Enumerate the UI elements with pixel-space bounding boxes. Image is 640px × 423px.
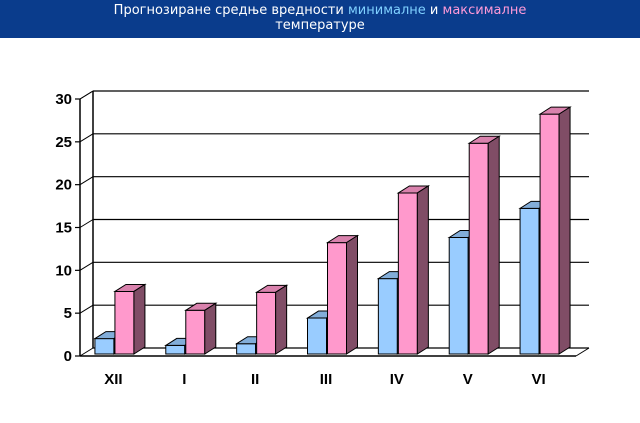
gridline-side (79, 347, 94, 357)
gridline-side (79, 304, 94, 314)
x-tick-labels: XII I II III IV V VI (104, 371, 545, 388)
bar-side (416, 185, 429, 355)
bar-front (185, 309, 206, 355)
title-and-word: и (425, 3, 443, 18)
gridline-side (79, 176, 94, 186)
gridline-side (79, 219, 94, 228)
bar-side (133, 283, 146, 355)
title-max-word: максималне (442, 3, 527, 18)
bar-max (396, 185, 431, 355)
y-tick-label: 10 (55, 262, 72, 279)
y-tick-label: 15 (55, 220, 72, 237)
bar-front (256, 291, 277, 355)
x-tick-label: XII (104, 371, 122, 388)
x-tick-label: III (320, 371, 333, 388)
bar-front (236, 343, 257, 355)
bar-front (468, 142, 489, 355)
x-tick-label: I (182, 371, 186, 388)
gridline-side (79, 261, 94, 271)
bar-front (448, 236, 469, 355)
y-tick-label: 20 (55, 177, 72, 194)
bars (93, 106, 572, 355)
bar-max (184, 302, 218, 355)
title-line-2: температуре (275, 18, 365, 33)
bar-side (204, 302, 217, 355)
bar-max (254, 284, 289, 355)
bar-max (113, 283, 147, 355)
y-tick-label: 5 (64, 305, 72, 322)
bar-front (539, 113, 560, 355)
title-min-word: минималне (348, 3, 426, 18)
bar-side (558, 106, 571, 355)
bar-front (519, 207, 540, 355)
bar-side (487, 135, 500, 355)
bar-max (467, 135, 501, 355)
y-tick-label: 25 (55, 134, 72, 151)
bar-front (397, 192, 418, 355)
x-tick-label: VI (531, 371, 545, 388)
bar-front (377, 278, 398, 355)
title-line-1: Прогнозиране средње вредности минималне … (0, 3, 640, 18)
floor-right-edge (575, 347, 590, 357)
bar-side (275, 284, 288, 355)
gridline-side (79, 90, 94, 100)
y-tick-label: 0 (64, 348, 72, 365)
x-tick-label: IV (390, 371, 404, 388)
bar-front (307, 317, 327, 355)
bar-max (538, 106, 572, 355)
x-tick-label: V (463, 371, 473, 388)
bar-front (327, 242, 347, 355)
title-text: Прогнозиране средње вредности (113, 3, 348, 18)
chart-title: Прогнозиране средње вредности минималне … (0, 0, 640, 38)
bar-front (94, 338, 115, 355)
gridline-side (79, 133, 94, 143)
y-tick-label: 30 (55, 91, 72, 108)
y-tick-labels: 0 5 10 15 20 25 30 (55, 91, 72, 365)
bar-max (325, 234, 360, 355)
x-tick-label: II (251, 371, 259, 388)
bar-front (114, 290, 135, 355)
bar-side (346, 234, 358, 355)
bar-front (165, 344, 186, 355)
